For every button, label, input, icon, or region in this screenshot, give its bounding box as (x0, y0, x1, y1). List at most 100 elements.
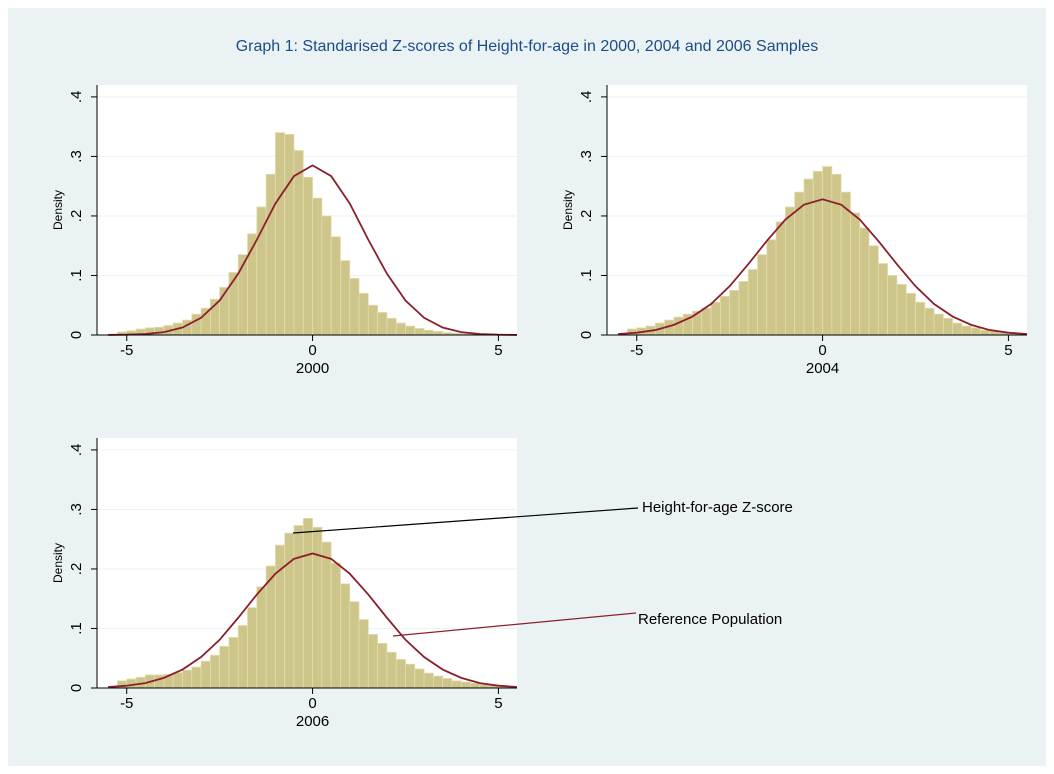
bar (367, 634, 379, 689)
bar (182, 669, 193, 689)
bar (405, 663, 416, 689)
annotation-line (292, 507, 639, 534)
bar (340, 583, 351, 689)
bar (209, 654, 221, 689)
bar (794, 191, 805, 336)
bar (868, 245, 879, 336)
bar (729, 289, 740, 336)
x-tick-label: -5 (630, 342, 643, 359)
bar (219, 645, 230, 689)
bar (312, 526, 323, 689)
y-tick-label: .1 (578, 269, 595, 282)
bar (293, 525, 304, 689)
bar (302, 517, 313, 689)
bar (275, 132, 286, 336)
bar (191, 666, 202, 689)
annotation-line (392, 612, 637, 637)
y-tick-label: .2 (578, 210, 595, 223)
y-tick-label: 0 (68, 684, 85, 692)
annotation: Height-for-age Z-score (642, 499, 793, 516)
bar (349, 278, 360, 336)
bar (785, 206, 796, 336)
bar (905, 292, 916, 336)
bar (265, 565, 276, 689)
x-tick-label: 0 (308, 342, 316, 359)
bar (850, 212, 861, 336)
bar (395, 322, 406, 336)
bar (738, 281, 749, 336)
bar (330, 562, 341, 689)
bar (265, 173, 276, 336)
bar (822, 166, 833, 336)
bar (933, 313, 944, 336)
bar (293, 150, 304, 336)
y-axis-label: Density (51, 190, 65, 230)
bar (859, 227, 870, 336)
y-axis-label: Density (561, 190, 575, 230)
density-curve (618, 198, 1028, 335)
bar (673, 316, 684, 336)
y-tick-label: .3 (68, 503, 85, 516)
y-tick-label: .2 (68, 210, 85, 223)
y-tick-label: 0 (578, 331, 595, 339)
bar (321, 541, 332, 689)
chart-title: Graph 1: Standarised Z-scores of Height-… (236, 38, 819, 55)
x-axis-label: 2000 (296, 360, 329, 377)
x-axis-label: 2004 (806, 360, 839, 377)
y-tick-label: .1 (68, 622, 85, 635)
x-tick-label: 0 (308, 695, 316, 712)
bar (256, 586, 267, 689)
x-axis-label: 2006 (296, 713, 329, 730)
bar (980, 329, 991, 336)
bar (812, 170, 823, 336)
bar (442, 678, 453, 689)
bar (247, 607, 258, 689)
bar (432, 675, 444, 689)
y-tick-label: 0 (68, 331, 85, 339)
bar (766, 239, 777, 336)
bar (970, 327, 981, 336)
bar (719, 295, 731, 336)
bar (451, 680, 462, 689)
bar (191, 313, 202, 336)
bar (330, 236, 341, 336)
bar (896, 284, 907, 336)
bar (172, 672, 183, 689)
bar (284, 134, 295, 336)
x-tick-label: -5 (120, 342, 133, 359)
bar (831, 173, 842, 336)
y-tick-label: .4 (68, 91, 85, 104)
y-axis-label: Density (51, 543, 65, 583)
bar (942, 317, 954, 336)
annotation: Reference Population (638, 611, 782, 628)
bar (915, 301, 926, 336)
bar (302, 176, 313, 336)
y-tick-label: .4 (578, 91, 595, 104)
bar (340, 260, 351, 336)
x-tick-label: 5 (494, 342, 502, 359)
bar (200, 660, 211, 689)
bar (154, 674, 165, 689)
bar (775, 221, 786, 336)
bar (840, 191, 851, 336)
bar (358, 292, 369, 336)
bar (423, 329, 434, 336)
bar (961, 325, 972, 336)
density-curve (108, 552, 518, 688)
bar (757, 254, 768, 336)
bar (367, 304, 379, 336)
bar (386, 651, 397, 689)
bar (470, 682, 481, 689)
bar (701, 307, 712, 336)
bar (349, 601, 360, 689)
y-tick-label: .2 (68, 563, 85, 576)
y-tick-label: .3 (68, 150, 85, 163)
bar (377, 311, 388, 336)
density-curve (108, 164, 518, 336)
bar (237, 625, 248, 689)
bar (126, 678, 137, 689)
bar (386, 317, 397, 336)
bar (321, 215, 332, 336)
